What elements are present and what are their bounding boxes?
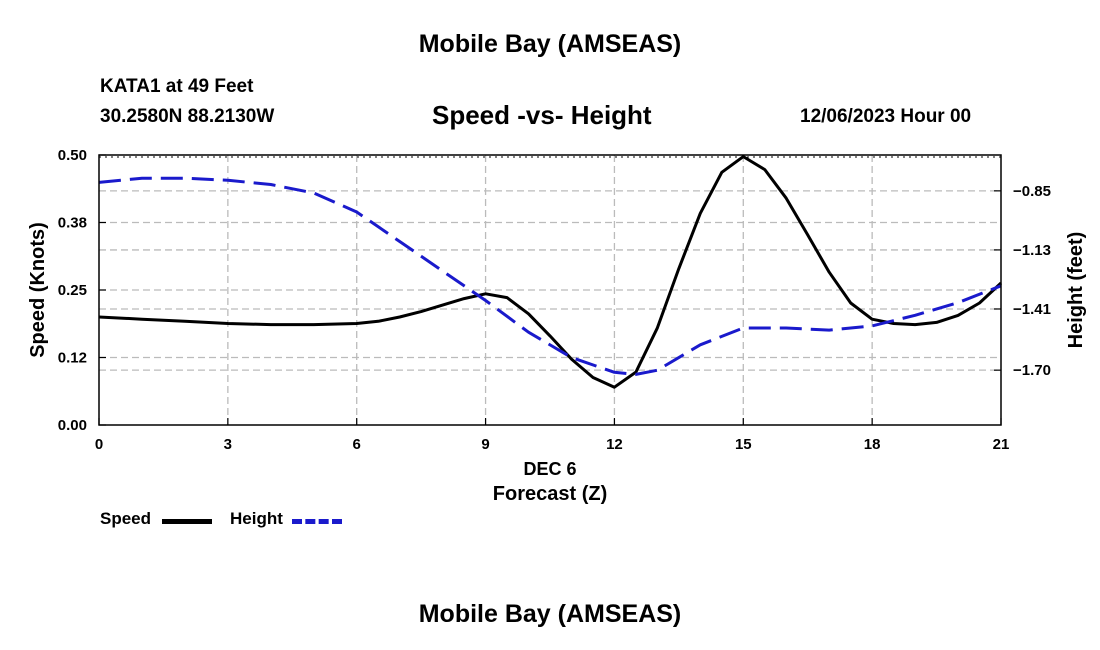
figure-title: Mobile Bay (AMSEAS): [418, 30, 682, 58]
x-axis-title: Forecast (Z): [493, 483, 607, 505]
y-right-tick-label: −1.41: [1013, 301, 1051, 318]
axis-labels: 0 3 6 9 12 15 18 21 0.00 0.12 0.25 0.38 0.50 −0.85 −1.…: [27, 147, 1087, 505]
y-right-tick-label: −0.85: [1013, 183, 1051, 200]
x-tick-label: 18: [864, 436, 881, 453]
x-tick-label: 3: [224, 436, 232, 453]
series-lines: [98, 155, 1003, 389]
axis-ticks: [98, 154, 1002, 426]
series-line-speed: [98, 155, 1003, 389]
footer-title: Mobile Bay (AMSEAS): [418, 600, 682, 628]
x-tick-label: 21: [993, 436, 1010, 453]
forecast-datetime: 12/06/2023 Hour 00: [800, 106, 972, 127]
x-tick-label: 15: [735, 436, 752, 453]
legend-speed-swatch: [162, 519, 212, 524]
y-right-axis-title: Height (feet): [1065, 232, 1087, 349]
x-tick-label: 0: [95, 436, 103, 453]
station-coordinates: 30.2580N 88.2130W: [100, 106, 275, 127]
station-label: KATA1 at 49 Feet: [100, 76, 254, 97]
x-axis-day-label: DEC 6: [523, 459, 576, 479]
y-left-tick-label: 0.50: [58, 147, 87, 164]
y-left-tick-label: 0.38: [58, 215, 87, 232]
grid-lines: [99, 155, 1001, 425]
x-tick-label: 12: [606, 436, 623, 453]
y-left-axis-title: Speed (Knots): [27, 222, 49, 358]
x-tick-label: 6: [353, 436, 361, 453]
legend-speed-label: Speed: [100, 509, 152, 528]
x-tick-label: 9: [481, 436, 489, 453]
y-left-tick-label: 0.12: [58, 350, 87, 367]
legend-height-label: Height: [230, 509, 283, 528]
y-left-tick-label: 0.00: [58, 417, 87, 434]
series-line-height: [98, 176, 1002, 376]
chart-title: Speed -vs- Height: [432, 100, 652, 130]
y-right-tick-label: −1.13: [1013, 242, 1051, 259]
y-right-tick-label: −1.70: [1013, 362, 1051, 379]
y-left-tick-label: 0.25: [58, 282, 87, 299]
legend-height-swatch: [292, 519, 342, 524]
